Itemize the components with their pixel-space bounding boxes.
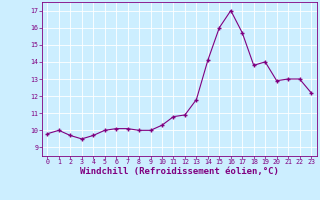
X-axis label: Windchill (Refroidissement éolien,°C): Windchill (Refroidissement éolien,°C) bbox=[80, 167, 279, 176]
